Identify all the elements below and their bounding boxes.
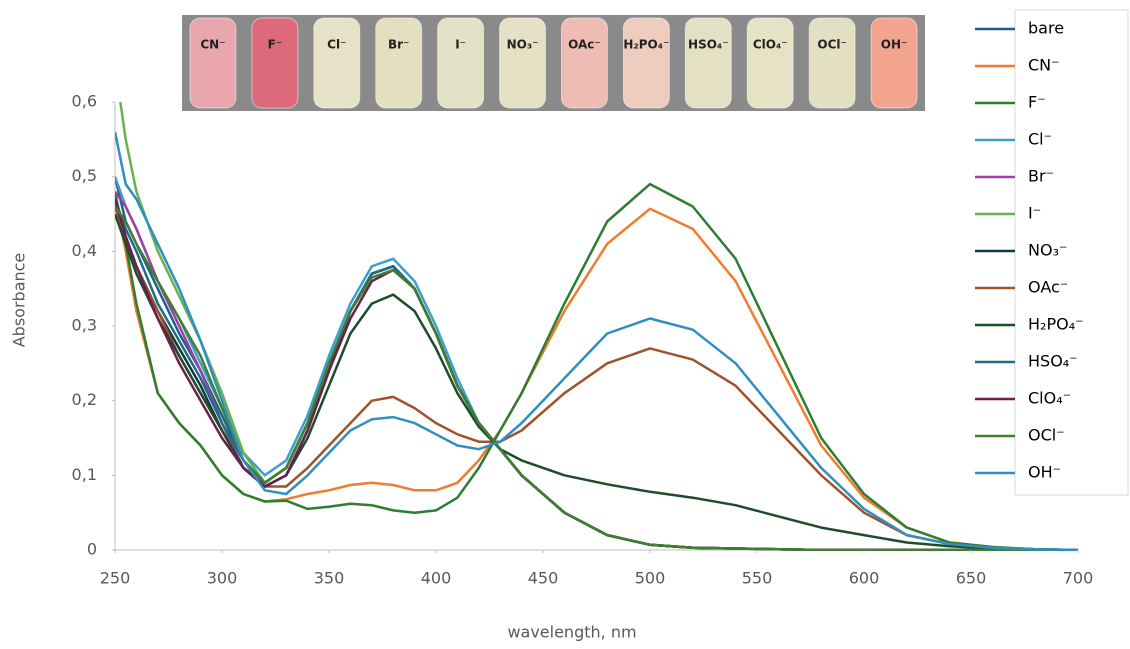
series-line [115, 176, 1078, 551]
legend-label: OCl⁻ [1028, 426, 1065, 445]
series-line [115, 198, 1078, 551]
vial-label: OAc⁻ [568, 38, 601, 52]
x-tick-label: 400 [421, 569, 452, 588]
series-line [115, 198, 1079, 551]
x-tick-label: 650 [956, 569, 987, 588]
plot-lines [115, 102, 1079, 551]
y-tick-label: 0,4 [72, 241, 97, 260]
series-line [115, 198, 1078, 551]
x-tick-label: 250 [100, 569, 131, 588]
y-tick-label: 0,5 [72, 166, 97, 185]
x-tick-label: 700 [1063, 569, 1094, 588]
vial-label: NO₃⁻ [507, 38, 539, 52]
legend-label: OH⁻ [1028, 463, 1061, 482]
series-line [115, 131, 1079, 551]
y-axis-title: Absorbance [10, 253, 29, 348]
vial [189, 17, 237, 109]
x-tick-label: 300 [207, 569, 238, 588]
legend-label: Cl⁻ [1028, 130, 1052, 149]
inset-photo [182, 15, 925, 111]
vial-label: F⁻ [268, 38, 283, 52]
x-tick-label: 550 [742, 569, 773, 588]
vial-label: Cl⁻ [327, 38, 346, 52]
vial [684, 17, 732, 109]
vial [437, 17, 485, 109]
series-line [115, 176, 1078, 551]
vial-label: OH⁻ [881, 38, 908, 52]
vial [870, 17, 918, 109]
x-tick-label: 600 [849, 569, 880, 588]
legend-label: bare [1028, 19, 1064, 38]
legend-label: NO₃⁻ [1028, 241, 1067, 260]
vial-label: H₂PO₄⁻ [623, 38, 669, 52]
legend-label: F⁻ [1028, 93, 1046, 112]
y-tick-label: 0 [87, 540, 97, 559]
y-tick-label: 0,6 [72, 92, 97, 111]
x-tick-label: 450 [528, 569, 559, 588]
vial [622, 17, 670, 109]
legend-label: Br⁻ [1028, 167, 1054, 186]
y-tick-label: 0,1 [72, 465, 97, 484]
legend-box [1014, 9, 1129, 496]
series-line [115, 213, 1079, 551]
series-line [115, 182, 1079, 551]
vial [808, 17, 856, 109]
vial-label: OCl⁻ [817, 38, 846, 52]
vial-label: ClO₄⁻ [753, 38, 788, 52]
vial [499, 17, 547, 109]
legend-label: ClO₄⁻ [1028, 389, 1071, 408]
legend-label: I⁻ [1028, 204, 1041, 223]
vial-label: CN⁻ [200, 38, 225, 52]
legend-label: H₂PO₄⁻ [1028, 315, 1084, 334]
vial [561, 17, 608, 109]
vial-label: Br⁻ [388, 38, 409, 52]
vial [313, 17, 361, 109]
y-tick-label: 0,2 [72, 390, 97, 409]
vial [375, 17, 423, 109]
legend-label: HSO₄⁻ [1028, 352, 1078, 371]
x-axis-title: wavelength, nm [507, 623, 636, 642]
x-tick-label: 500 [635, 569, 666, 588]
vial [746, 17, 794, 109]
y-tick-label: 0,3 [72, 316, 97, 335]
legend-label: CN⁻ [1028, 56, 1060, 75]
x-tick-label: 350 [314, 569, 345, 588]
vial [251, 17, 299, 109]
vial-label: HSO₄⁻ [688, 38, 728, 52]
legend-label: OAc⁻ [1028, 278, 1068, 297]
vial-label: I⁻ [455, 38, 466, 52]
series-line [115, 205, 1078, 551]
